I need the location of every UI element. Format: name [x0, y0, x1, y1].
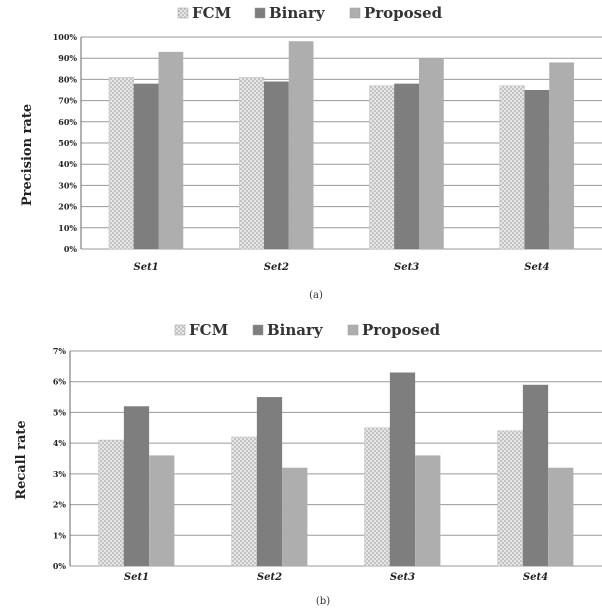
bar-proposed-set4 — [548, 467, 574, 566]
y-tick-label: 0% — [64, 244, 78, 254]
y-tick-labels: 0% 1% 2% 3% 4% 5% 6% 7% — [53, 346, 67, 571]
category-labels: Set1 Set2 Set3 Set4 — [124, 572, 548, 583]
legend-label-proposed: Proposed — [362, 321, 441, 339]
bar-binary-set1 — [133, 83, 159, 249]
y-tick-label: 80% — [58, 74, 77, 84]
y-tick-label: 4% — [53, 438, 67, 448]
legend-label-binary: Binary — [269, 4, 326, 22]
y-tick-label: 60% — [58, 117, 77, 127]
y-tick-label: 10% — [58, 223, 77, 233]
bars — [98, 372, 574, 567]
category-labels: Set1 Set2 Set3 Set4 — [134, 262, 550, 273]
legend-swatch-fcm — [177, 7, 189, 19]
bar-binary-set4 — [524, 90, 550, 249]
legend-swatch-proposed — [347, 324, 359, 336]
category-label: Set4 — [524, 262, 549, 273]
y-tick-labels: 0% 10% 20% 30% 40% 50% 60% 70% 80% 90% 100% — [53, 32, 78, 254]
bar-fcm-set2 — [239, 77, 265, 250]
bar-binary-set2 — [256, 397, 283, 566]
chart-recall: 0% 1% 2% 3% 4% 5% 6% 7% Set1 Set2 Set3 Set4 FCM Bin… — [14, 321, 602, 607]
y-tick-label: 30% — [58, 180, 77, 190]
legend-label-binary: Binary — [267, 321, 324, 339]
bar-fcm-set3 — [369, 85, 395, 250]
bar-binary-set3 — [389, 372, 416, 566]
legend-swatch-proposed — [349, 7, 361, 19]
bar-fcm-set1 — [108, 77, 135, 250]
y-tick-label: 20% — [58, 202, 77, 212]
category-label: Set4 — [523, 572, 548, 583]
bar-binary-set3 — [394, 83, 419, 249]
bar-binary-set2 — [264, 81, 289, 250]
y-tick-label: 3% — [53, 469, 67, 479]
category-label: Set2 — [257, 572, 282, 583]
legend-label-proposed: Proposed — [364, 4, 443, 22]
y-tick-label: 0% — [53, 561, 67, 571]
y-tick-label: 40% — [58, 159, 77, 169]
category-label: Set3 — [394, 262, 419, 273]
legend: FCM Binary Proposed — [177, 4, 443, 22]
legend-label-fcm: FCM — [192, 4, 231, 22]
caption: (b) — [316, 596, 330, 607]
bar-proposed-set1 — [149, 455, 175, 566]
y-tick-label: 90% — [58, 53, 77, 63]
bar-proposed-set1 — [158, 51, 184, 250]
y-tick-label: 7% — [53, 346, 67, 356]
legend-swatch-binary — [252, 324, 264, 336]
legend: FCM Binary Proposed — [174, 321, 441, 339]
bar-fcm-set1 — [98, 439, 125, 567]
bar-proposed-set4 — [549, 62, 574, 249]
category-label: Set2 — [264, 262, 289, 273]
category-label: Set1 — [124, 572, 149, 583]
bar-proposed-set2 — [282, 467, 308, 566]
y-tick-label: 1% — [53, 530, 67, 540]
legend-swatch-fcm — [174, 324, 186, 336]
bar-fcm-set3 — [364, 427, 391, 567]
bar-proposed-set3 — [418, 58, 444, 250]
bar-binary-set4 — [522, 384, 549, 566]
y-tick-label: 6% — [53, 377, 67, 387]
bar-proposed-set2 — [288, 41, 314, 249]
y-axis-title: Precision rate — [20, 104, 35, 206]
y-tick-label: 70% — [58, 96, 77, 106]
y-tick-label: 5% — [53, 407, 67, 417]
category-label: Set1 — [134, 262, 159, 273]
category-label: Set3 — [390, 572, 415, 583]
legend-swatch-binary — [254, 7, 266, 19]
bar-fcm-set4 — [497, 430, 524, 567]
chart-precision: 0%10%20%30%40%50%60%70%80%90%100% Set1 Se… — [20, 4, 602, 301]
y-tick-label: 100% — [53, 32, 78, 42]
bar-proposed-set3 — [415, 455, 441, 566]
caption: (a) — [309, 290, 323, 301]
bar-fcm-set4 — [499, 85, 525, 250]
bars — [108, 41, 574, 250]
y-axis-title: Recall rate — [14, 420, 29, 499]
legend-label-fcm: FCM — [189, 321, 228, 339]
bar-fcm-set2 — [231, 436, 258, 567]
bar-binary-set1 — [123, 406, 150, 566]
y-tick-label: 50% — [58, 138, 77, 148]
y-tick-label: 2% — [53, 500, 67, 510]
